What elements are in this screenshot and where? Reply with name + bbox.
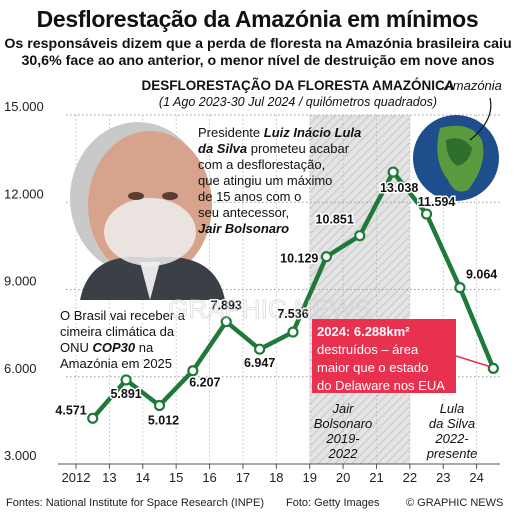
x-tick-label: 14 xyxy=(136,470,150,485)
data-point xyxy=(420,208,433,220)
amazon-globe-map xyxy=(413,115,499,201)
president-annotation-line: da Silva prometeu acabar xyxy=(198,141,350,156)
lula-period-label: Lula xyxy=(440,401,465,416)
data-point xyxy=(120,374,132,386)
value-label: 7.893 xyxy=(211,299,242,313)
x-tick-label: 17 xyxy=(236,470,250,485)
value-label: 6.207 xyxy=(189,376,220,390)
x-tick-label: 20 xyxy=(336,470,350,485)
cop30-annotation-line: O Brasil vai receber a xyxy=(60,308,186,323)
chart-subtitle: (1 Ago 2023-30 Jul 2024 / quilómetros qu… xyxy=(159,95,437,109)
x-tick-label: 13 xyxy=(102,470,116,485)
x-tick-label: 18 xyxy=(269,470,283,485)
president-annotation-line: Jair Bolsonaro xyxy=(198,221,289,236)
bolsonaro-period-label: Jair xyxy=(332,401,355,416)
data-point xyxy=(254,343,266,355)
footer: Fontes: National Institute for Space Res… xyxy=(0,497,515,516)
highlight-text-line: do Delaware nos EUA xyxy=(317,378,445,393)
x-tick-label: 2012 xyxy=(62,470,91,485)
y-tick-label: 9.000 xyxy=(4,274,37,289)
lula-period-label: presente xyxy=(426,446,478,461)
y-tick-label: 6.000 xyxy=(4,361,37,376)
x-tick-label: 21 xyxy=(369,470,383,485)
value-label: 10.851 xyxy=(316,213,354,227)
bolsonaro-period-label: Bolsonaro xyxy=(314,416,373,431)
copyright: © GRAPHIC NEWS xyxy=(406,497,504,509)
sources-text: Fontes: National Institute for Space Res… xyxy=(6,497,265,509)
cop30-annotation-line: cimeira climática da xyxy=(60,324,175,339)
data-point xyxy=(220,316,232,328)
x-tick-label: 19 xyxy=(302,470,316,485)
data-point xyxy=(187,365,199,377)
president-annotation-line: que atingiu um máximo xyxy=(198,173,332,188)
watermark: GRAPHIC NEWS xyxy=(168,294,372,324)
highlight-text-line: destruídos – área xyxy=(317,342,419,357)
highlight-text-line: 2024: 6.288km² xyxy=(317,324,410,339)
value-label: 6.947 xyxy=(244,356,275,370)
data-point xyxy=(153,399,166,412)
president-annotation-line: com a desflorestação, xyxy=(198,157,325,172)
bolsonaro-period-label: 2019- xyxy=(325,431,360,446)
highlight-connector xyxy=(455,355,490,368)
value-label: 13.038 xyxy=(380,181,418,195)
subheadline: Os responsáveis dizem que a perda de flo… xyxy=(4,36,512,69)
lula-period-label: 2022- xyxy=(434,431,469,446)
x-tick-label: 22 xyxy=(403,470,417,485)
chart-title: DESFLORESTAÇÃO DA FLORESTA AMAZÓNICA xyxy=(142,78,455,93)
value-label: 5.012 xyxy=(148,413,179,427)
amazonia-map-label: Amazónia xyxy=(443,78,502,93)
y-tick-label: 3.000 xyxy=(4,448,37,463)
value-label: 10.129 xyxy=(280,252,318,266)
data-point xyxy=(320,251,332,263)
bolsonaro-period-label: 2022 xyxy=(328,446,359,461)
value-label: 11.594 xyxy=(418,195,456,209)
x-tick-label: 16 xyxy=(202,470,216,485)
data-point xyxy=(354,230,366,242)
value-label: 7.536 xyxy=(277,307,308,321)
lula-period-label: da Silva xyxy=(429,416,475,431)
x-tick-label: 23 xyxy=(436,470,450,485)
x-tick-label: 24 xyxy=(469,470,483,485)
value-label: 9.064 xyxy=(466,268,497,282)
highlight-text-line: maior que o estado xyxy=(317,360,428,375)
y-tick-label: 12.000 xyxy=(4,186,44,201)
photo-credit: Foto: Getty Images xyxy=(286,497,380,509)
y-tick-label: 15.000 xyxy=(4,99,44,114)
data-point xyxy=(387,166,399,178)
cop30-annotation-line: Amazónia em 2025 xyxy=(60,356,172,371)
highlight-box-2024 xyxy=(312,319,456,393)
president-photo xyxy=(70,122,225,300)
x-tick-label: 15 xyxy=(169,470,183,485)
value-label: 4.571 xyxy=(55,403,86,417)
data-point xyxy=(487,362,499,374)
data-point xyxy=(287,326,299,338)
value-label: 5.891 xyxy=(110,387,141,401)
president-annotation-line: Presidente Luiz Inácio Lula xyxy=(198,125,361,140)
map-pointer xyxy=(469,97,492,141)
cop30-annotation-line: ONU COP30 na xyxy=(60,340,154,355)
headline: Desflorestação da Amazónia em mínimos xyxy=(36,6,479,32)
president-annotation-line: seu antecessor, xyxy=(198,205,289,220)
data-point xyxy=(454,282,466,294)
data-point xyxy=(87,412,99,424)
president-annotation-line: de 15 anos com o xyxy=(198,189,301,204)
